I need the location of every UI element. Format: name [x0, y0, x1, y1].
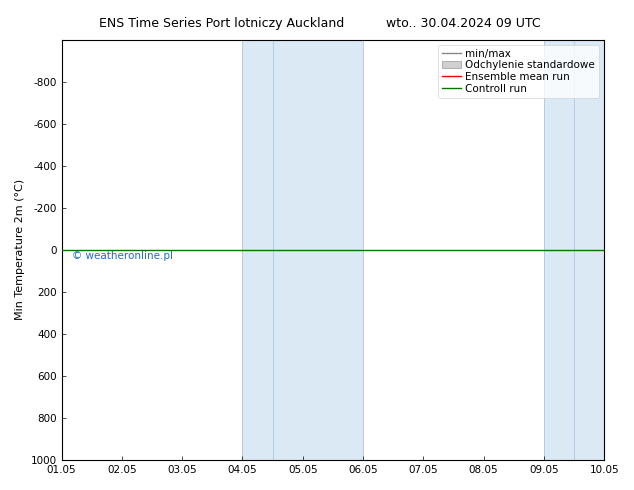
Bar	[273, 40, 363, 460]
Bar	[242, 40, 273, 460]
Bar	[574, 40, 604, 460]
Y-axis label: Min Temperature 2m (°C): Min Temperature 2m (°C)	[15, 179, 25, 320]
Text: wto.. 30.04.2024 09 UTC: wto.. 30.04.2024 09 UTC	[385, 17, 540, 30]
Legend: min/max, Odchylenie standardowe, Ensemble mean run, Controll run: min/max, Odchylenie standardowe, Ensembl…	[438, 45, 599, 98]
Text: © weatheronline.pl: © weatheronline.pl	[72, 251, 173, 261]
Text: ENS Time Series Port lotniczy Auckland: ENS Time Series Port lotniczy Auckland	[100, 17, 344, 30]
Bar	[544, 40, 574, 460]
